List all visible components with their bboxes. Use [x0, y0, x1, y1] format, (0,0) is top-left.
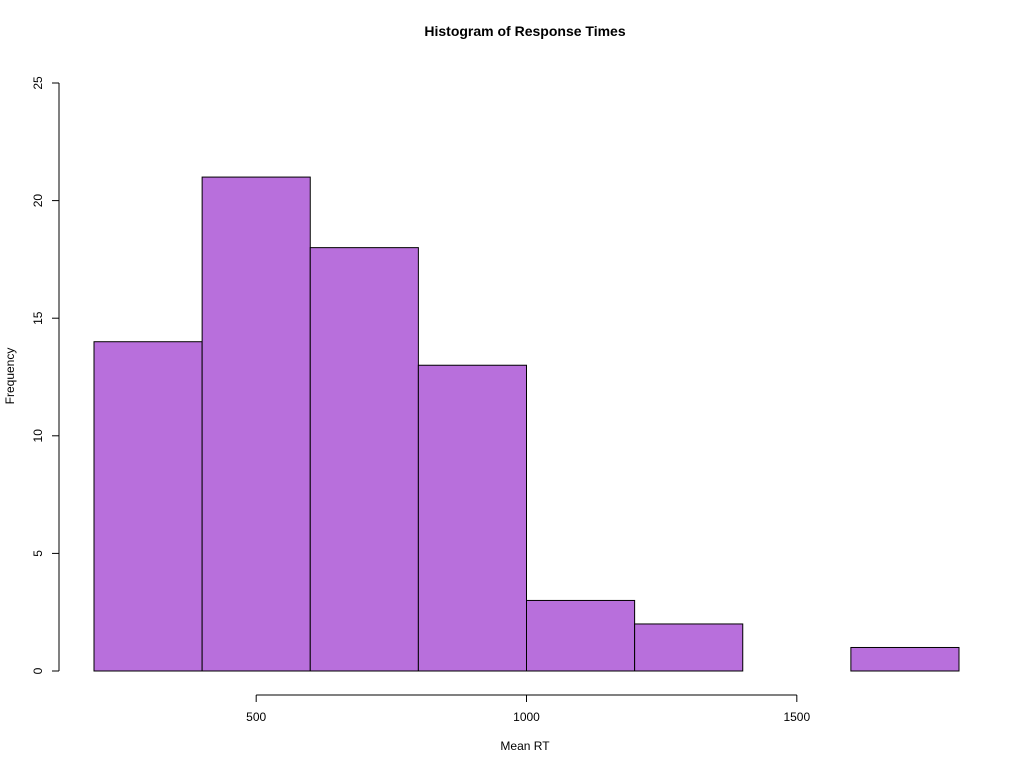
y-tick-label-4: 20 — [31, 194, 45, 208]
y-tick-label-2: 10 — [31, 429, 45, 443]
histogram-bar-0 — [93, 341, 203, 672]
histogram-bar-7 — [850, 646, 960, 672]
histogram-bar-1 — [201, 176, 311, 672]
x-axis: 500 1000 1500 — [246, 694, 810, 724]
bars-group — [93, 176, 960, 672]
chart-title: Histogram of Response Times — [424, 23, 625, 39]
x-axis-label: Mean RT — [500, 739, 550, 753]
histogram-bar-3 — [417, 364, 527, 672]
y-tick-label-0: 0 — [31, 667, 45, 674]
y-axis-label: Frequency — [3, 348, 17, 405]
y-tick-label-1: 5 — [31, 550, 45, 557]
histogram-bar-4 — [526, 599, 636, 672]
x-tick-label-1: 1000 — [513, 710, 540, 724]
histogram-bar-2 — [309, 247, 419, 672]
x-tick-label-0: 500 — [246, 710, 266, 724]
histogram-bar-5 — [634, 623, 744, 672]
y-tick-label-3: 15 — [31, 311, 45, 325]
x-tick-label-2: 1500 — [783, 710, 810, 724]
y-axis: 0 5 10 15 20 25 — [31, 76, 60, 674]
y-tick-label-5: 25 — [31, 76, 45, 90]
